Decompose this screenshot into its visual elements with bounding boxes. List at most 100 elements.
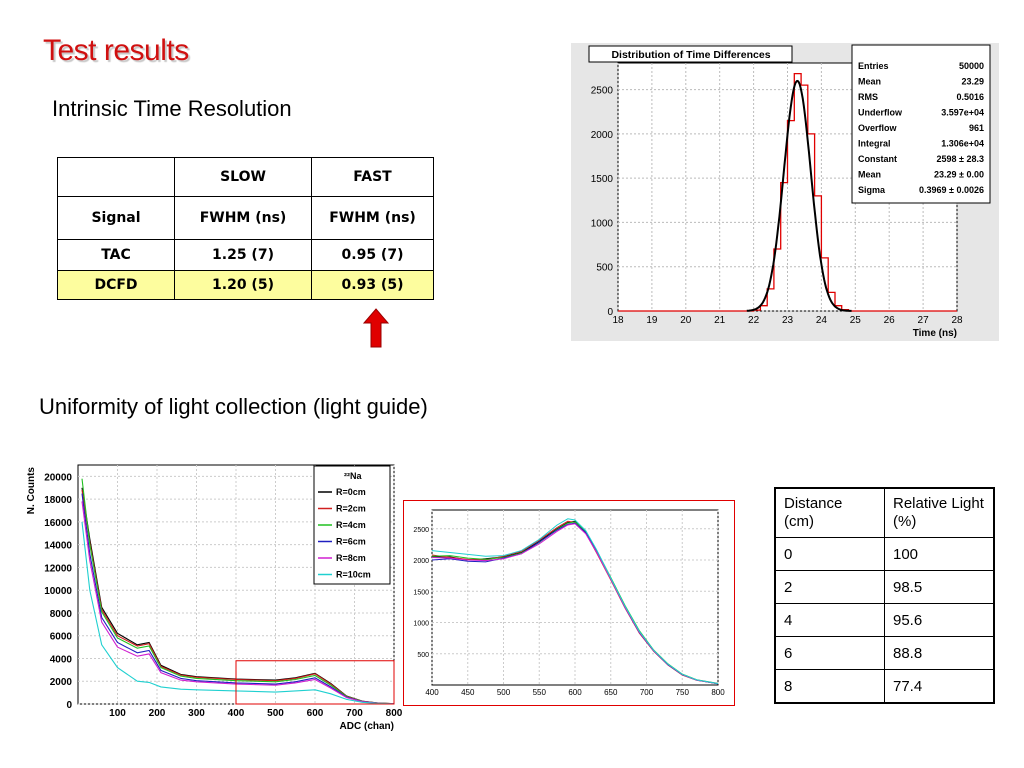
x-tick-label: 600 xyxy=(568,688,582,697)
y-tick-label: 0 xyxy=(66,700,72,711)
stats-label: Overflow xyxy=(858,123,898,133)
x-axis-label: ADC (chan) xyxy=(340,721,394,732)
stats-label: Sigma xyxy=(858,185,886,195)
stats-label: Underflow xyxy=(858,108,903,118)
stats-value: 23.29 ± 0.00 xyxy=(934,170,984,180)
y-tick-label: 18000 xyxy=(44,495,72,506)
x-tick-label: 23 xyxy=(782,315,794,326)
y-tick-label: 500 xyxy=(417,652,429,659)
y-tick-label: 2000 xyxy=(50,677,73,688)
y-tick-label: 1500 xyxy=(413,589,429,596)
x-tick-label: 100 xyxy=(109,708,126,719)
y-tick-label: 500 xyxy=(596,263,613,274)
table-row: Signal FWHM (ns) FWHM (ns) xyxy=(57,196,434,240)
stats-label: Mean xyxy=(858,77,881,87)
x-tick-label: 20 xyxy=(680,315,692,326)
table-cell: Signal xyxy=(57,196,175,240)
stats-value: 2598 ± 28.3 xyxy=(937,154,984,164)
x-tick-label: 24 xyxy=(816,315,828,326)
y-tick-label: 20000 xyxy=(44,472,72,483)
table-cell: Relative Light (%) xyxy=(884,487,995,538)
stats-label: Integral xyxy=(858,139,891,149)
time-resolution-table: SLOW FAST Signal FWHM (ns) FWHM (ns) TAC… xyxy=(57,157,434,300)
x-tick-label: 450 xyxy=(461,688,475,697)
table-cell: 6 xyxy=(774,636,885,670)
table-cell: 0 xyxy=(774,537,885,571)
table-row: 8 77.4 xyxy=(774,669,995,704)
table-row: Distance (cm) Relative Light (%) xyxy=(774,487,995,538)
adc-spectrum-chart: 100 200 300 400 500 600 700 8000200040006000800… xyxy=(26,464,402,732)
chart-title: Distribution of Time Differences xyxy=(611,49,770,61)
x-tick-label: 750 xyxy=(676,688,690,697)
x-tick-label: 650 xyxy=(604,688,618,697)
table-cell: 0.93 (5) xyxy=(311,270,434,300)
x-tick-label: 25 xyxy=(850,315,862,326)
table-cell: 0.95 (7) xyxy=(311,239,434,271)
y-tick-label: 16000 xyxy=(44,518,72,529)
x-tick-label: 21 xyxy=(714,315,726,326)
table-cell: FAST xyxy=(311,157,434,197)
table-cell: 8 xyxy=(774,669,885,704)
y-tick-label: 1000 xyxy=(591,218,614,229)
table-cell: FWHM (ns) xyxy=(311,196,434,240)
table-cell: FWHM (ns) xyxy=(174,196,312,240)
histogram-series xyxy=(618,72,957,312)
stats-label: Entries xyxy=(858,61,889,71)
stats-label: Constant xyxy=(858,154,897,164)
y-tick-label: 1000 xyxy=(413,621,429,628)
table-cell: 1.20 (5) xyxy=(174,270,312,300)
legend-entry: R=4cm xyxy=(336,520,366,530)
table-cell: 2 xyxy=(774,570,885,604)
table-cell: 1.25 (7) xyxy=(174,239,312,271)
y-axis-label: N. Counts xyxy=(26,467,37,515)
table-cell: 77.4 xyxy=(884,669,995,704)
x-tick-label: 500 xyxy=(267,708,284,719)
zoom-region-box xyxy=(235,660,395,705)
x-tick-label: 28 xyxy=(951,315,963,326)
x-tick-label: 800 xyxy=(386,708,402,719)
x-tick-label: 200 xyxy=(149,708,166,719)
x-tick-label: 18 xyxy=(612,315,624,326)
legend-entry: R=8cm xyxy=(336,553,366,563)
table-row-highlighted: DCFD 1.20 (5) 0.93 (5) xyxy=(57,270,434,300)
x-tick-label: 600 xyxy=(307,708,324,719)
table-cell: SLOW xyxy=(174,157,312,197)
legend-entry: R=2cm xyxy=(336,504,366,514)
legend-entry: R=6cm xyxy=(336,537,366,547)
y-tick-label: 14000 xyxy=(44,541,72,552)
y-tick-label: 2000 xyxy=(591,130,614,141)
gaussian-fit-line xyxy=(746,79,852,312)
table-cell: 88.8 xyxy=(884,636,995,670)
table-row: 0 100 xyxy=(774,537,995,571)
legend-title: ²²Na xyxy=(344,471,362,481)
stats-value: 23.29 xyxy=(961,77,984,87)
stats-value: 961 xyxy=(969,123,984,133)
slide-title: Test results xyxy=(43,34,189,67)
x-tick-label: 550 xyxy=(533,688,547,697)
table-row: 6 88.8 xyxy=(774,636,995,670)
series-line xyxy=(81,501,395,705)
stats-label: Mean xyxy=(858,170,881,180)
x-tick-label: 19 xyxy=(646,315,658,326)
x-tick-label: 700 xyxy=(346,708,363,719)
table-row: TAC 1.25 (7) 0.95 (7) xyxy=(57,239,434,271)
table-cell xyxy=(57,157,175,197)
y-tick-label: 6000 xyxy=(50,632,73,643)
time-difference-histogram: 18 19 20 21 22 23 24 25 26 27 28 0 500 1000 1500 2000 25… xyxy=(571,43,999,341)
y-tick-label: 8000 xyxy=(50,609,73,620)
stats-label: RMS xyxy=(858,92,878,102)
legend-entry: R=10cm xyxy=(336,570,371,580)
title-box xyxy=(588,45,793,63)
y-tick-label: 2000 xyxy=(413,558,429,565)
series-line xyxy=(431,518,719,685)
table-cell: 98.5 xyxy=(884,570,995,604)
y-tick-label: 10000 xyxy=(44,586,72,597)
y-tick-label: 2500 xyxy=(591,86,614,97)
arrow-up-icon xyxy=(362,308,390,348)
table-cell: DCFD xyxy=(57,270,175,300)
x-tick-label: 400 xyxy=(425,688,439,697)
table-cell: 4 xyxy=(774,603,885,637)
table-row: 2 98.5 xyxy=(774,570,995,604)
table-cell: TAC xyxy=(57,239,175,271)
